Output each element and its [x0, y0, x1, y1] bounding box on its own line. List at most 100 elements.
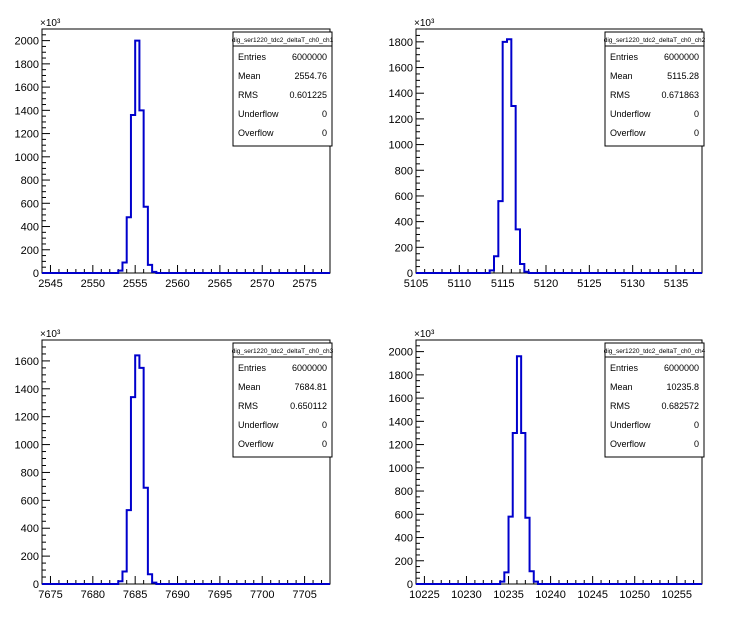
histogram-bin [517, 356, 521, 584]
stats-label: Mean [238, 71, 261, 81]
x-tick-label: 2570 [250, 278, 274, 290]
stats-value: 0.671863 [661, 90, 699, 100]
x-tick-label: 10245 [577, 589, 608, 601]
y-tick-label: 2000 [15, 36, 39, 48]
stats-label: Mean [238, 382, 261, 392]
x-tick-label: 10240 [535, 589, 566, 601]
histogram-bin [500, 582, 504, 584]
x-tick-label: 10225 [409, 589, 440, 601]
x-tick-label: 5125 [577, 278, 601, 290]
y-tick-label: 1000 [389, 140, 413, 152]
y-tick-label: 0 [407, 579, 413, 591]
x-tick-label: 2550 [81, 278, 105, 290]
histogram-bin [131, 115, 135, 273]
x-tick-label: 2575 [292, 278, 316, 290]
histogram-bin [534, 582, 538, 584]
y-tick-label: 200 [395, 242, 413, 254]
stats-label: Underflow [238, 420, 279, 430]
x-tick-label: 7690 [165, 589, 189, 601]
histogram-bin [131, 397, 135, 584]
stats-label: Mean [610, 382, 633, 392]
histogram-bin [490, 270, 494, 273]
y-tick-label: 1600 [15, 82, 39, 94]
histogram-panel-1: ×10³ 0 200 400 600 800 1000 1200 1400 1600 1800 200… [15, 18, 334, 290]
histogram-bin [135, 41, 139, 273]
stats-box: dig_ser1220_tdc2_deltaT_ch0_ch3 Entries 60… [232, 342, 334, 458]
histogram-bin [127, 510, 131, 584]
x-tick-label: 7675 [38, 589, 62, 601]
histogram-bin [525, 518, 529, 584]
y-tick-label: 0 [33, 268, 39, 280]
histogram-bin [504, 572, 508, 584]
histogram-bin [509, 517, 513, 584]
stats-value: 6000000 [664, 363, 699, 373]
histogram-bin [148, 574, 152, 584]
stats-box-title: dig_ser1220_tdc2_deltaT_ch0_ch1 [232, 37, 334, 44]
stats-box: dig_ser1220_tdc2_deltaT_ch0_ch2 Entries 60… [604, 31, 706, 147]
stats-value: 2554.76 [294, 71, 327, 81]
histogram-panel-4: ×10³ 0 200 400 600 800 1000 1200 1400 1600 1800 200… [389, 329, 706, 601]
y-tick-label: 1200 [389, 440, 413, 452]
histogram-bin [122, 571, 126, 584]
stats-value: 6000000 [664, 52, 699, 62]
stats-box-frame [232, 342, 333, 458]
y-tick-label: 1800 [389, 370, 413, 382]
y-tick-label: 200 [21, 551, 39, 563]
stats-label: Underflow [610, 420, 651, 430]
histogram-bin [127, 217, 131, 273]
y-tick-label: 1200 [15, 129, 39, 141]
histogram-bin [511, 106, 515, 273]
stats-value: 0 [694, 128, 699, 138]
histogram-bin [152, 583, 156, 584]
histogram-bin [530, 571, 534, 584]
stats-label: Entries [238, 52, 267, 62]
x-tick-label: 7705 [292, 589, 316, 601]
y-tick-label: 2000 [389, 347, 413, 359]
stats-box-title: dig_ser1220_tdc2_deltaT_ch0_ch3 [232, 348, 334, 355]
histogram-bin [139, 110, 143, 273]
stats-box-title: dig_ser1220_tdc2_deltaT_ch0_ch4 [604, 348, 706, 355]
stats-value: 0 [694, 439, 699, 449]
histogram-bin [507, 39, 511, 273]
x-tick-label: 2545 [38, 278, 62, 290]
x-tick-label: 10230 [451, 589, 482, 601]
y-tick-label: 200 [21, 245, 39, 257]
y-tick-label: 400 [395, 217, 413, 229]
y-tick-label: 800 [21, 175, 39, 187]
y-tick-label: 1400 [15, 105, 39, 117]
stats-label: Overflow [610, 439, 646, 449]
stats-box-title: dig_ser1220_tdc2_deltaT_ch0_ch2 [604, 37, 706, 44]
stats-box: dig_ser1220_tdc2_deltaT_ch0_ch4 Entries 60… [604, 342, 706, 458]
stats-label: RMS [610, 90, 630, 100]
y-tick-label: 600 [395, 509, 413, 521]
x-tick-label: 10255 [661, 589, 692, 601]
stats-label: Entries [610, 363, 639, 373]
x-tick-label: 10235 [493, 589, 524, 601]
y-tick-label: 0 [407, 268, 413, 280]
histogram-bin [513, 433, 517, 584]
stats-value: 6000000 [292, 52, 327, 62]
y-tick-label: 1200 [15, 412, 39, 424]
stats-label: RMS [238, 401, 258, 411]
y-tick-label: 1600 [389, 63, 413, 75]
y-tick-label: 1400 [15, 384, 39, 396]
stats-label: Overflow [238, 128, 274, 138]
y-tick-label: 1200 [389, 114, 413, 126]
stats-value: 0 [694, 109, 699, 119]
stats-value: 0 [322, 439, 327, 449]
stats-label: Underflow [610, 109, 651, 119]
stats-label: Underflow [238, 109, 279, 119]
stats-value: 0.650112 [290, 401, 327, 411]
x-tick-label: 2555 [123, 278, 147, 290]
x-tick-label: 5105 [404, 278, 428, 290]
stats-value: 7684.81 [294, 382, 327, 392]
y-tick-label: 1800 [389, 37, 413, 49]
stats-value: 0.601225 [289, 90, 327, 100]
y-exponent-label: ×10³ [40, 18, 61, 29]
y-tick-label: 800 [395, 165, 413, 177]
x-tick-label: 5130 [620, 278, 644, 290]
y-tick-label: 600 [395, 191, 413, 203]
histogram-bin [144, 488, 148, 584]
stats-box: dig_ser1220_tdc2_deltaT_ch0_ch1 Entries 60… [232, 31, 334, 147]
histogram-bin [521, 433, 525, 584]
